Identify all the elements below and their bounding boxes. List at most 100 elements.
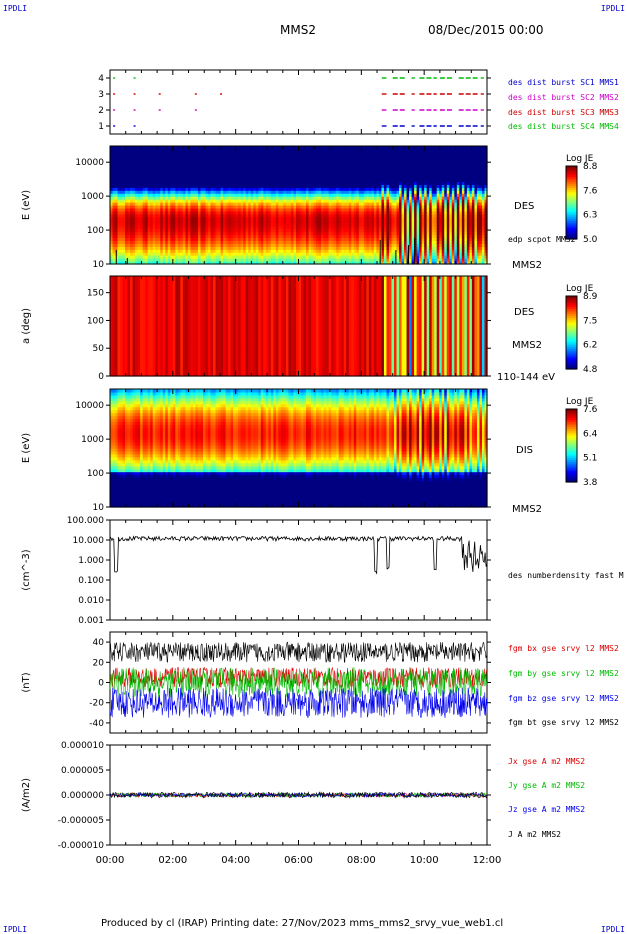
spectrogram-cell xyxy=(223,154,227,159)
spectrogram-cell xyxy=(218,157,222,162)
spectrogram-cell xyxy=(285,184,290,188)
spectrogram-cell xyxy=(285,219,290,224)
spectrogram-cell xyxy=(167,246,171,250)
spectrogram-cell xyxy=(197,216,202,221)
spectrogram-cell xyxy=(190,213,194,218)
spectrogram-cell xyxy=(142,231,146,236)
spectrogram-cell xyxy=(318,261,322,265)
spectrogram-cell xyxy=(177,154,181,159)
spectrogram-cell xyxy=(233,249,237,253)
spectrogram-cell xyxy=(250,258,254,262)
spectrogram-cell xyxy=(386,187,390,191)
spectrogram-cell xyxy=(401,163,405,168)
spectrogram-cell xyxy=(140,199,144,203)
spectrogram-cell xyxy=(253,146,257,150)
spectrogram-cell xyxy=(253,175,257,180)
spectrogram-cell xyxy=(283,202,287,206)
spectrogram-cell xyxy=(255,163,259,168)
spectrogram-cell xyxy=(376,196,380,200)
spectrogram-cell xyxy=(260,172,264,177)
spectrogram-cell xyxy=(130,237,134,241)
spectrogram-cell xyxy=(255,184,259,188)
spectrogram-cell xyxy=(338,160,342,165)
spectrogram-cell xyxy=(135,255,139,259)
spectrogram-cell xyxy=(182,234,186,239)
spectrogram-cell xyxy=(358,160,362,165)
spectrogram-cell xyxy=(145,163,149,168)
spectrogram-cell xyxy=(275,169,279,174)
spectrogram-cell xyxy=(248,160,252,165)
spectrogram-cell xyxy=(187,243,192,247)
spectrogram-cell xyxy=(338,151,342,156)
spectrogram-cell xyxy=(316,219,320,224)
spectrogram-cell xyxy=(125,193,129,197)
spectrogram-cell xyxy=(160,151,164,156)
spectrogram-cell xyxy=(323,154,327,159)
spectrogram-cell xyxy=(225,219,229,224)
spectrogram-cell xyxy=(321,243,325,247)
spectrogram-cell xyxy=(333,210,337,215)
spectrogram-cell xyxy=(250,196,254,200)
spectrogram-cell xyxy=(167,175,171,180)
spectrogram-cell xyxy=(341,175,345,180)
spectrogram-cell xyxy=(358,249,362,253)
spectrogram-cell xyxy=(371,207,375,212)
spectrogram-cell xyxy=(396,219,400,224)
spectrogram-cell xyxy=(155,216,159,221)
spectrogram-cell xyxy=(177,202,181,206)
spectrogram-cell xyxy=(125,261,129,265)
spectrogram-cell xyxy=(338,196,342,200)
spectrogram-cell xyxy=(112,160,116,165)
spectrogram-cell xyxy=(187,187,192,191)
spectrogram-cell xyxy=(275,207,279,212)
spectrogram-cell xyxy=(331,151,335,156)
spectrogram-cell xyxy=(295,178,300,182)
spectrogram-cell xyxy=(351,258,355,262)
spectrogram-cell xyxy=(110,246,114,250)
spectrogram-cell xyxy=(132,231,136,236)
spectrogram-cell xyxy=(295,202,300,206)
spectrogram-cell xyxy=(258,193,262,197)
spectrogram-cell xyxy=(358,219,362,224)
spectrogram-cell xyxy=(376,187,380,191)
spectrogram-cell xyxy=(373,243,378,247)
spectrogram-cell xyxy=(117,184,121,188)
spectrogram-cell xyxy=(293,249,297,253)
spectrogram-cell xyxy=(399,228,403,233)
spectrogram-cell xyxy=(122,222,126,227)
spectrogram-cell xyxy=(250,240,254,244)
spectrogram-cell xyxy=(220,199,224,203)
spectrogram-cell xyxy=(366,255,370,259)
spectrogram-cell xyxy=(336,205,340,209)
spectrogram-cell xyxy=(230,160,234,165)
spectrogram-cell xyxy=(225,148,229,153)
spectrogram-cell xyxy=(353,146,357,150)
spectrogram-cell xyxy=(406,172,410,177)
spectrogram-cell xyxy=(218,193,222,197)
spectrogram-cell xyxy=(125,166,129,171)
spectrogram-cell xyxy=(313,246,317,250)
spectrogram-cell xyxy=(132,213,136,218)
spectrogram-cell xyxy=(147,205,151,209)
spectrogram-cell xyxy=(290,205,295,209)
spectrogram-cell xyxy=(336,202,340,206)
spectrogram-cell xyxy=(233,199,237,203)
spectrogram-cell xyxy=(275,154,279,159)
spectrogram-cell xyxy=(328,222,332,227)
spectrogram-cell xyxy=(223,148,227,153)
spectrogram-cell xyxy=(202,237,207,241)
spectrogram-cell xyxy=(127,240,131,244)
spectrogram-cell xyxy=(160,225,164,230)
spectrogram-cell xyxy=(243,148,247,153)
spectrogram-cell xyxy=(180,234,184,239)
spectrogram-cell xyxy=(260,169,264,174)
spectrogram-cell xyxy=(404,157,408,162)
spectrogram-cell xyxy=(142,181,146,185)
spectrogram-cell xyxy=(326,207,330,212)
spectrogram-cell xyxy=(223,207,227,212)
spectrogram-cell xyxy=(338,207,342,212)
spectrogram-cell xyxy=(220,252,224,256)
spectrogram-cell xyxy=(147,246,151,250)
spectrogram-cell xyxy=(301,196,305,200)
spectrogram-cell xyxy=(316,205,320,209)
